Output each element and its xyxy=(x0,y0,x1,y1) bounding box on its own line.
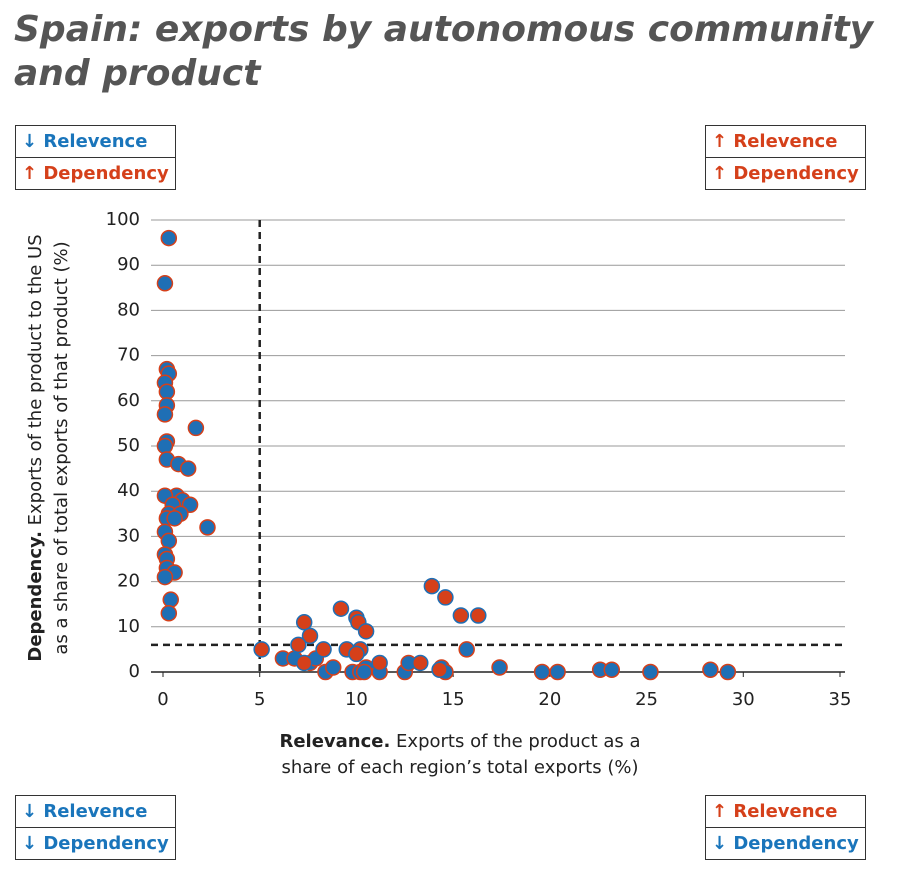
annotation-box: ↑ Relevence ↓ Dependency xyxy=(705,795,866,860)
point xyxy=(603,661,621,678)
x-label: Relevance. Exports of the product as a sh… xyxy=(279,731,640,778)
point xyxy=(290,636,307,654)
y-tick-label: 60 xyxy=(117,390,140,411)
point xyxy=(158,383,176,401)
y-label: Dependency. Exports of the product to th… xyxy=(25,234,72,661)
point xyxy=(179,460,197,477)
x-tick-label: 25 xyxy=(635,689,658,710)
x-tick-label: 35 xyxy=(829,689,852,710)
y-tick-label: 30 xyxy=(117,525,140,546)
y-tick-label: 100 xyxy=(106,209,140,230)
point xyxy=(371,654,388,672)
point xyxy=(199,519,216,536)
point xyxy=(412,654,429,672)
point xyxy=(332,600,350,617)
y-tick-label: 20 xyxy=(117,571,140,592)
point xyxy=(315,641,332,658)
annotation: ↓ Relevence xyxy=(22,801,148,822)
y-label-bold: Dependency. xyxy=(25,531,46,662)
point xyxy=(437,589,454,606)
point xyxy=(295,614,313,631)
point xyxy=(470,607,487,624)
x-label-bold: Relevance. xyxy=(279,731,390,752)
annotation: ↓ Dependency xyxy=(706,827,865,859)
point xyxy=(491,659,508,676)
y-label-line: Dependency. Exports of the product to th… xyxy=(25,234,46,661)
point xyxy=(156,568,174,586)
annotation: ↑ Dependency xyxy=(16,157,175,189)
point xyxy=(452,607,470,624)
x-label-line: share of each region’s total exports (%) xyxy=(281,757,638,778)
point xyxy=(324,659,342,676)
y-tick-label: 80 xyxy=(117,299,140,320)
x-label-text: Exports of the product as a xyxy=(390,731,640,752)
point xyxy=(301,627,319,645)
x-tick-label: 30 xyxy=(732,689,755,710)
point xyxy=(357,623,375,640)
x-label-line: Relevance. Exports of the product as a xyxy=(279,731,640,752)
point xyxy=(295,654,313,672)
annotation: ↓ Relevence xyxy=(22,131,148,152)
annotation: ↓ Dependency xyxy=(16,827,175,859)
point xyxy=(423,577,441,595)
point xyxy=(160,532,178,550)
point xyxy=(702,661,719,678)
y-label-line: as a share of total exports of that prod… xyxy=(51,241,72,654)
chart-title: Spain: exports by autonomous community a… xyxy=(14,9,874,94)
point xyxy=(156,275,174,292)
x-tick-label: 15 xyxy=(442,689,465,710)
annotation: ↑ Relevence xyxy=(712,131,838,152)
point xyxy=(187,419,205,437)
y-tick-label: 10 xyxy=(117,616,140,637)
point xyxy=(156,406,174,423)
point xyxy=(458,641,475,658)
point xyxy=(348,645,365,663)
point xyxy=(549,663,566,681)
point xyxy=(719,663,737,681)
point xyxy=(253,641,270,658)
point xyxy=(355,663,373,681)
x-tick-label: 5 xyxy=(254,689,265,710)
y-tick-label: 0 xyxy=(129,661,140,682)
annotation: ↑ Relevence xyxy=(712,801,838,822)
x-tick-label: 20 xyxy=(538,689,561,710)
point xyxy=(533,663,551,681)
y-tick-label: 90 xyxy=(117,254,140,275)
point xyxy=(642,663,659,681)
annotation-box: ↓ Relevence ↑ Dependency xyxy=(15,125,176,190)
annotation: ↑ Dependency xyxy=(706,157,865,189)
point xyxy=(160,229,178,247)
y-tick-label: 50 xyxy=(117,435,140,456)
point xyxy=(160,604,178,622)
x-tick-label: 10 xyxy=(345,689,368,710)
point xyxy=(431,661,448,678)
x-tick-label: 0 xyxy=(157,689,168,710)
annotation-box: ↑ Relevence ↑ Dependency xyxy=(705,125,866,190)
point xyxy=(162,591,179,608)
point xyxy=(156,437,174,455)
annotation-box: ↓ Relevence ↓ Dependency xyxy=(15,795,176,860)
point xyxy=(166,510,183,527)
y-tick-label: 70 xyxy=(117,345,140,366)
y-tick-label: 40 xyxy=(117,480,140,501)
y-label-text: Exports of the product to the US xyxy=(25,234,46,531)
